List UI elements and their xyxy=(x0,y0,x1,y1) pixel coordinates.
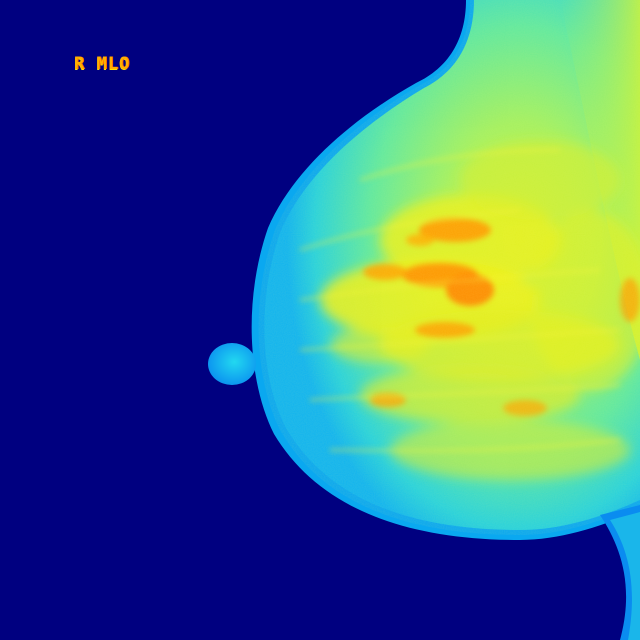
lower-skin-fold-highlight xyxy=(610,512,640,640)
nipple xyxy=(208,343,256,385)
view-label: R MLO xyxy=(74,54,131,74)
